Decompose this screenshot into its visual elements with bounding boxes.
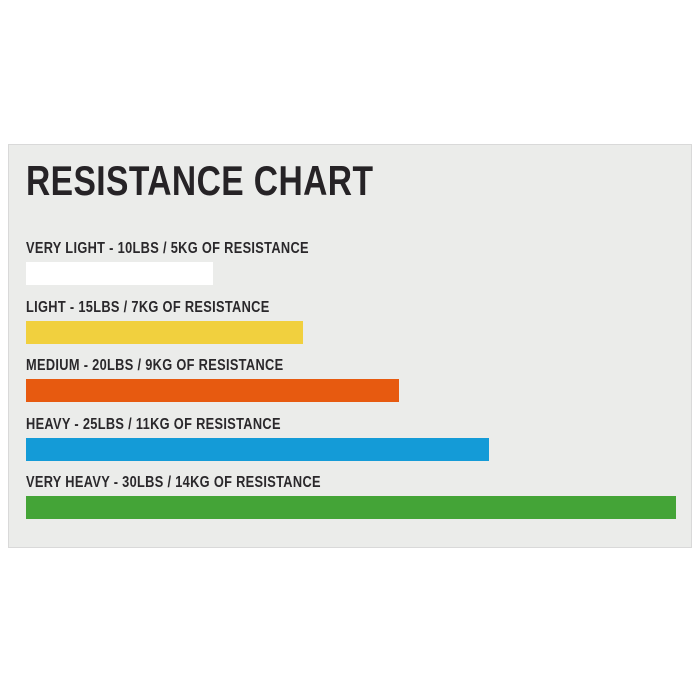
chart-row-medium: MEDIUM - 20LBS / 9KG OF RESISTANCE <box>26 357 681 418</box>
chart-row-heavy: HEAVY - 25LBS / 11KG OF RESISTANCE <box>26 415 681 477</box>
chart-row-very-heavy: VERY HEAVY - 30LBS / 14KG OF RESISTANCE <box>26 474 681 535</box>
row-bar <box>26 262 213 285</box>
row-label: VERY HEAVY - 30LBS / 14KG OF RESISTANCE <box>26 474 321 491</box>
row-label: VERY LIGHT - 10LBS / 5KG OF RESISTANCE <box>26 240 309 257</box>
row-bar <box>26 437 489 461</box>
row-label: HEAVY - 25LBS / 11KG OF RESISTANCE <box>26 415 281 433</box>
row-bar <box>26 379 399 402</box>
row-label: LIGHT - 15LBS / 7KG OF RESISTANCE <box>26 298 270 316</box>
row-bar <box>26 496 676 519</box>
resistance-chart-panel: RESISTANCE CHART VERY LIGHT - 10LBS / 5K… <box>8 144 692 548</box>
chart-rows: VERY LIGHT - 10LBS / 5KG OF RESISTANCE L… <box>26 240 681 535</box>
chart-title: RESISTANCE CHART <box>26 157 374 204</box>
row-label: MEDIUM - 20LBS / 9KG OF RESISTANCE <box>26 357 284 374</box>
chart-row-very-light: VERY LIGHT - 10LBS / 5KG OF RESISTANCE <box>26 240 681 301</box>
row-bar <box>26 320 303 344</box>
chart-row-light: LIGHT - 15LBS / 7KG OF RESISTANCE <box>26 298 681 360</box>
